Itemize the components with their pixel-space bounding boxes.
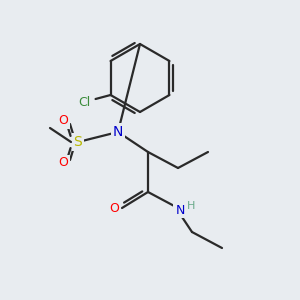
Text: N: N [175, 203, 185, 217]
Text: S: S [74, 135, 82, 149]
Text: N: N [113, 125, 123, 139]
Text: O: O [58, 115, 68, 128]
Text: H: H [187, 201, 195, 211]
Text: Cl: Cl [78, 97, 91, 110]
Text: O: O [58, 157, 68, 169]
Text: O: O [109, 202, 119, 214]
